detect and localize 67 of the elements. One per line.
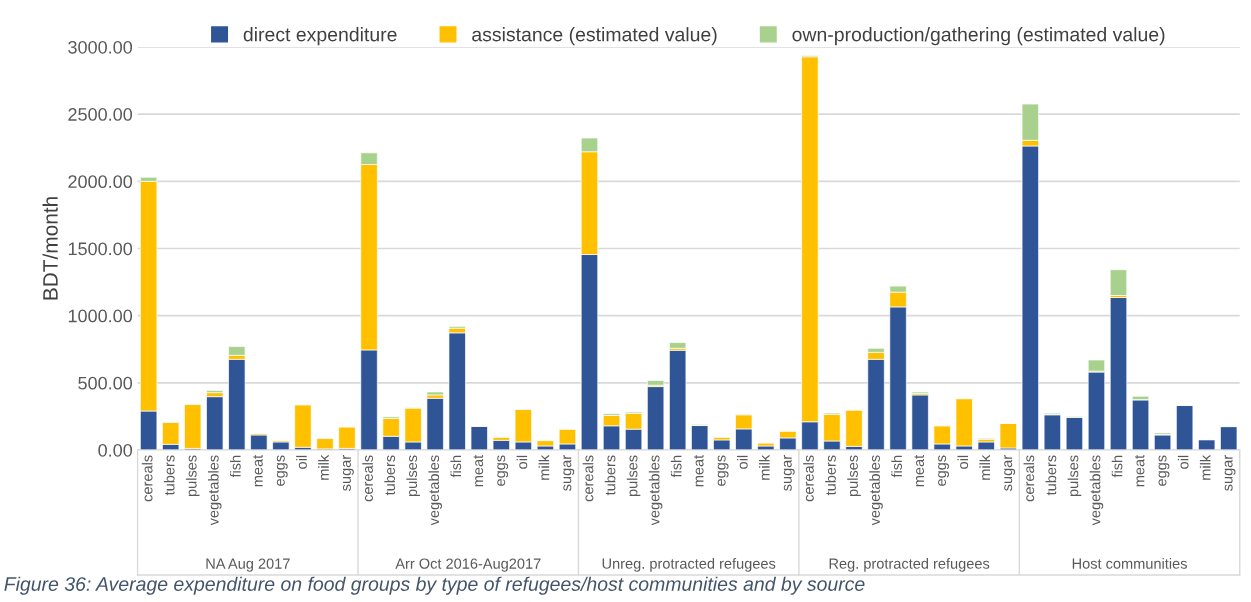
- x-tick-label: fish: [670, 455, 682, 478]
- text: Reg. protracted refugees: [829, 558, 990, 572]
- x-tick-label: oil: [957, 455, 969, 469]
- x-tick-label: tubers: [384, 455, 396, 496]
- caption: Figure 36: Average expenditure on food groups by type of refugees/host communities and by source: [4, 576, 865, 595]
- x-tick-label: meat: [914, 454, 925, 487]
- x-tick-label: sugar: [783, 455, 795, 491]
- x-tick-label: fish: [230, 455, 241, 478]
- x-tick-label: vegetables: [1089, 455, 1104, 526]
- text: Arr Oct 2016-Aug2017: [395, 558, 541, 572]
- x-tick-label: pulses: [626, 455, 641, 497]
- x-tick-label: pulses: [185, 455, 200, 497]
- x-tick-label: pulses: [406, 455, 420, 497]
- x-tick-label: cereals: [141, 455, 153, 502]
- x-tick-label: sugar: [342, 455, 354, 491]
- x-tick-label: meat: [253, 454, 263, 487]
- x-tick-label: milk: [979, 454, 991, 480]
- x-tick-label: tubers: [163, 455, 175, 496]
- x-tick-label: cereals: [1023, 455, 1035, 502]
- x-tick-label: tubers: [825, 455, 836, 496]
- x-tick-label: eggs: [938, 455, 949, 486]
- legend-label: direct expenditure: [243, 27, 397, 46]
- y-tick-label: 2000.00: [68, 175, 133, 189]
- x-tick-label: pulses: [847, 455, 861, 497]
- x-tick-label: oil: [296, 455, 307, 469]
- x-tick-label: eggs: [717, 455, 729, 486]
- x-tick-label: meat: [694, 454, 704, 487]
- x-tick-label: milk: [759, 454, 770, 480]
- x-tick-label: tubers: [604, 455, 616, 496]
- x-tick-label: eggs: [1158, 455, 1170, 486]
- y-tick-label: 500.00: [78, 376, 133, 390]
- y-tick-label: 1500.00: [68, 242, 133, 256]
- text: Host communities: [1072, 558, 1187, 569]
- x-tick-label: eggs: [276, 455, 288, 486]
- x-tick-label: sugar: [563, 455, 575, 491]
- x-tick-label: fish: [1111, 455, 1123, 478]
- x-tick-label: sugar: [1004, 455, 1016, 491]
- x-tick-label: oil: [736, 455, 748, 469]
- x-tick-label: fish: [891, 455, 902, 478]
- y-tick-label: 3000.00: [68, 40, 133, 54]
- x-tick-label: vegetables: [207, 455, 222, 526]
- text: NA Aug 2017: [206, 558, 290, 572]
- x-tick-label: meat: [1134, 454, 1145, 487]
- x-tick-label: milk: [538, 454, 550, 480]
- x-tick-label: eggs: [497, 455, 509, 486]
- x-tick-label: vegetables: [648, 455, 663, 526]
- y-tick-label: 2500.00: [68, 108, 133, 121]
- x-tick-label: pulses: [1067, 455, 1082, 497]
- x-tick-label: cereals: [362, 455, 373, 502]
- legend-label: assistance (estimated value): [472, 27, 717, 46]
- y-tick-label: 0.00: [98, 443, 133, 457]
- x-tick-label: meat: [473, 454, 484, 487]
- y-axis-title: BDT/month: [42, 197, 58, 300]
- x-tick-label: cereals: [803, 455, 814, 502]
- x-tick-label: vegetables: [869, 455, 883, 526]
- x-tick-label: milk: [318, 454, 329, 480]
- x-tick-label: oil: [516, 455, 528, 469]
- x-tick-label: sugar: [1224, 455, 1236, 491]
- x-tick-label: oil: [1177, 455, 1189, 469]
- text: Unreg. protracted refugees: [602, 558, 776, 572]
- x-tick-label: milk: [1199, 454, 1211, 480]
- legend-label: own-production/gathering (estimated value): [792, 27, 1165, 46]
- x-tick-label: cereals: [582, 455, 594, 502]
- x-tick-label: tubers: [1045, 455, 1057, 496]
- y-tick-label: 1000.00: [68, 309, 133, 323]
- x-tick-label: vegetables: [428, 455, 442, 526]
- x-tick-label: fish: [450, 455, 462, 478]
